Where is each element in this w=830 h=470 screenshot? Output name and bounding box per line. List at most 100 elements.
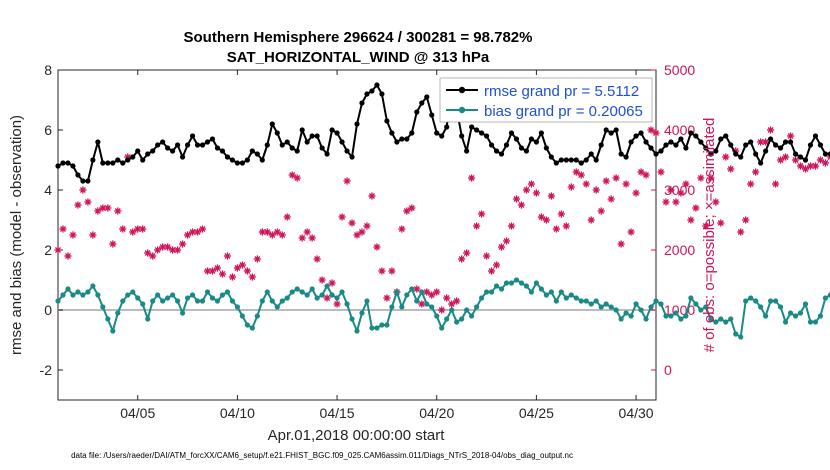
obs-stroke [717,220,724,226]
bias-point [758,304,764,310]
bias-point [424,301,430,307]
obs-stroke [563,223,570,229]
bias-point [339,289,345,295]
bias-point [189,292,196,298]
rmse-point [80,178,86,184]
bias-point [379,322,385,328]
bias-point [209,295,216,301]
y2-tick-label: 0 [664,362,672,378]
obs-stroke [403,208,410,214]
rmse-point [568,157,574,163]
obs-point [218,270,227,278]
obs-stroke [69,232,76,238]
obs-point [463,249,471,257]
bias-point [439,325,445,331]
obs-stroke [822,160,829,166]
obs-stroke [174,247,181,253]
rmse-point [643,139,649,145]
rmse-point [120,160,126,166]
rmse-point [738,154,744,160]
obs-stroke [224,253,231,259]
rmse-point [827,151,830,157]
obs-stroke [319,277,326,283]
bias-point [324,283,330,289]
legend-bias-label: bias grand pr = 0.20065 [484,103,643,120]
obs-stroke [314,256,321,262]
rmse-point [379,91,385,97]
bias-point [364,298,370,304]
obs-stroke [354,232,360,238]
obs-stroke [413,286,420,292]
obs-point [692,204,700,212]
obs-stroke [438,307,445,313]
obs-stroke [528,181,535,187]
obs-stroke [418,301,425,307]
bias-point [120,298,126,304]
obs-stroke [817,157,824,163]
rmse-point [329,127,335,133]
bias-point [464,307,470,313]
rmse-point [464,148,470,154]
rmse-point [459,133,465,139]
rmse-point [773,142,779,148]
bias-point [429,304,435,310]
bias-point [503,280,510,286]
bias-point [289,289,295,295]
bias-point [583,298,589,304]
obs-point [119,225,127,233]
obs-point [144,249,152,257]
rmse-point [309,133,315,139]
bias-point [469,313,475,319]
obs-point [308,234,316,242]
bias-point [474,304,480,310]
obs-stroke [672,199,679,205]
bias-point [802,301,809,307]
bias-point [543,292,549,298]
obs-stroke [762,139,769,145]
obs-stroke [493,262,500,268]
bias-point [548,289,554,295]
bias-point [160,298,166,304]
obs-stroke [179,241,186,247]
obs-point [662,198,670,206]
rmse-point [782,139,789,145]
bias-point [404,292,410,298]
obs-stroke [548,193,555,199]
rmse-point [753,151,759,157]
obs-point [109,240,117,248]
rmse-point [165,145,171,151]
bias-point [713,319,719,325]
obs-stroke [349,220,355,226]
bias-point [70,292,76,298]
rmse-point [234,160,240,166]
rmse-point [90,157,96,163]
obs-stroke [139,226,146,232]
bias-point [493,283,500,289]
obs-stroke [443,295,450,301]
obs-stroke [149,253,156,259]
obs-point [398,225,406,233]
bias-point [374,325,380,331]
bias-point [533,280,540,286]
bias-point [194,298,201,304]
bias-point [95,292,101,298]
rmse-point [105,160,111,166]
obs-point [318,276,326,284]
obs-stroke [623,181,630,187]
obs-stroke [802,166,809,172]
rmse-point [70,163,76,169]
obs-stroke [603,178,610,184]
rmse-point [513,136,520,142]
rmse-point [209,136,216,142]
bias-point [184,295,191,301]
bias-point [633,301,639,307]
bias-point [219,292,226,298]
obs-stroke [359,229,365,235]
bias-point [817,313,824,319]
obs-point [228,273,237,281]
rmse-point [229,157,236,163]
obs-point [288,171,296,179]
rmse-point [768,136,774,142]
obs-stroke [209,268,216,274]
obs-stroke [687,217,694,223]
